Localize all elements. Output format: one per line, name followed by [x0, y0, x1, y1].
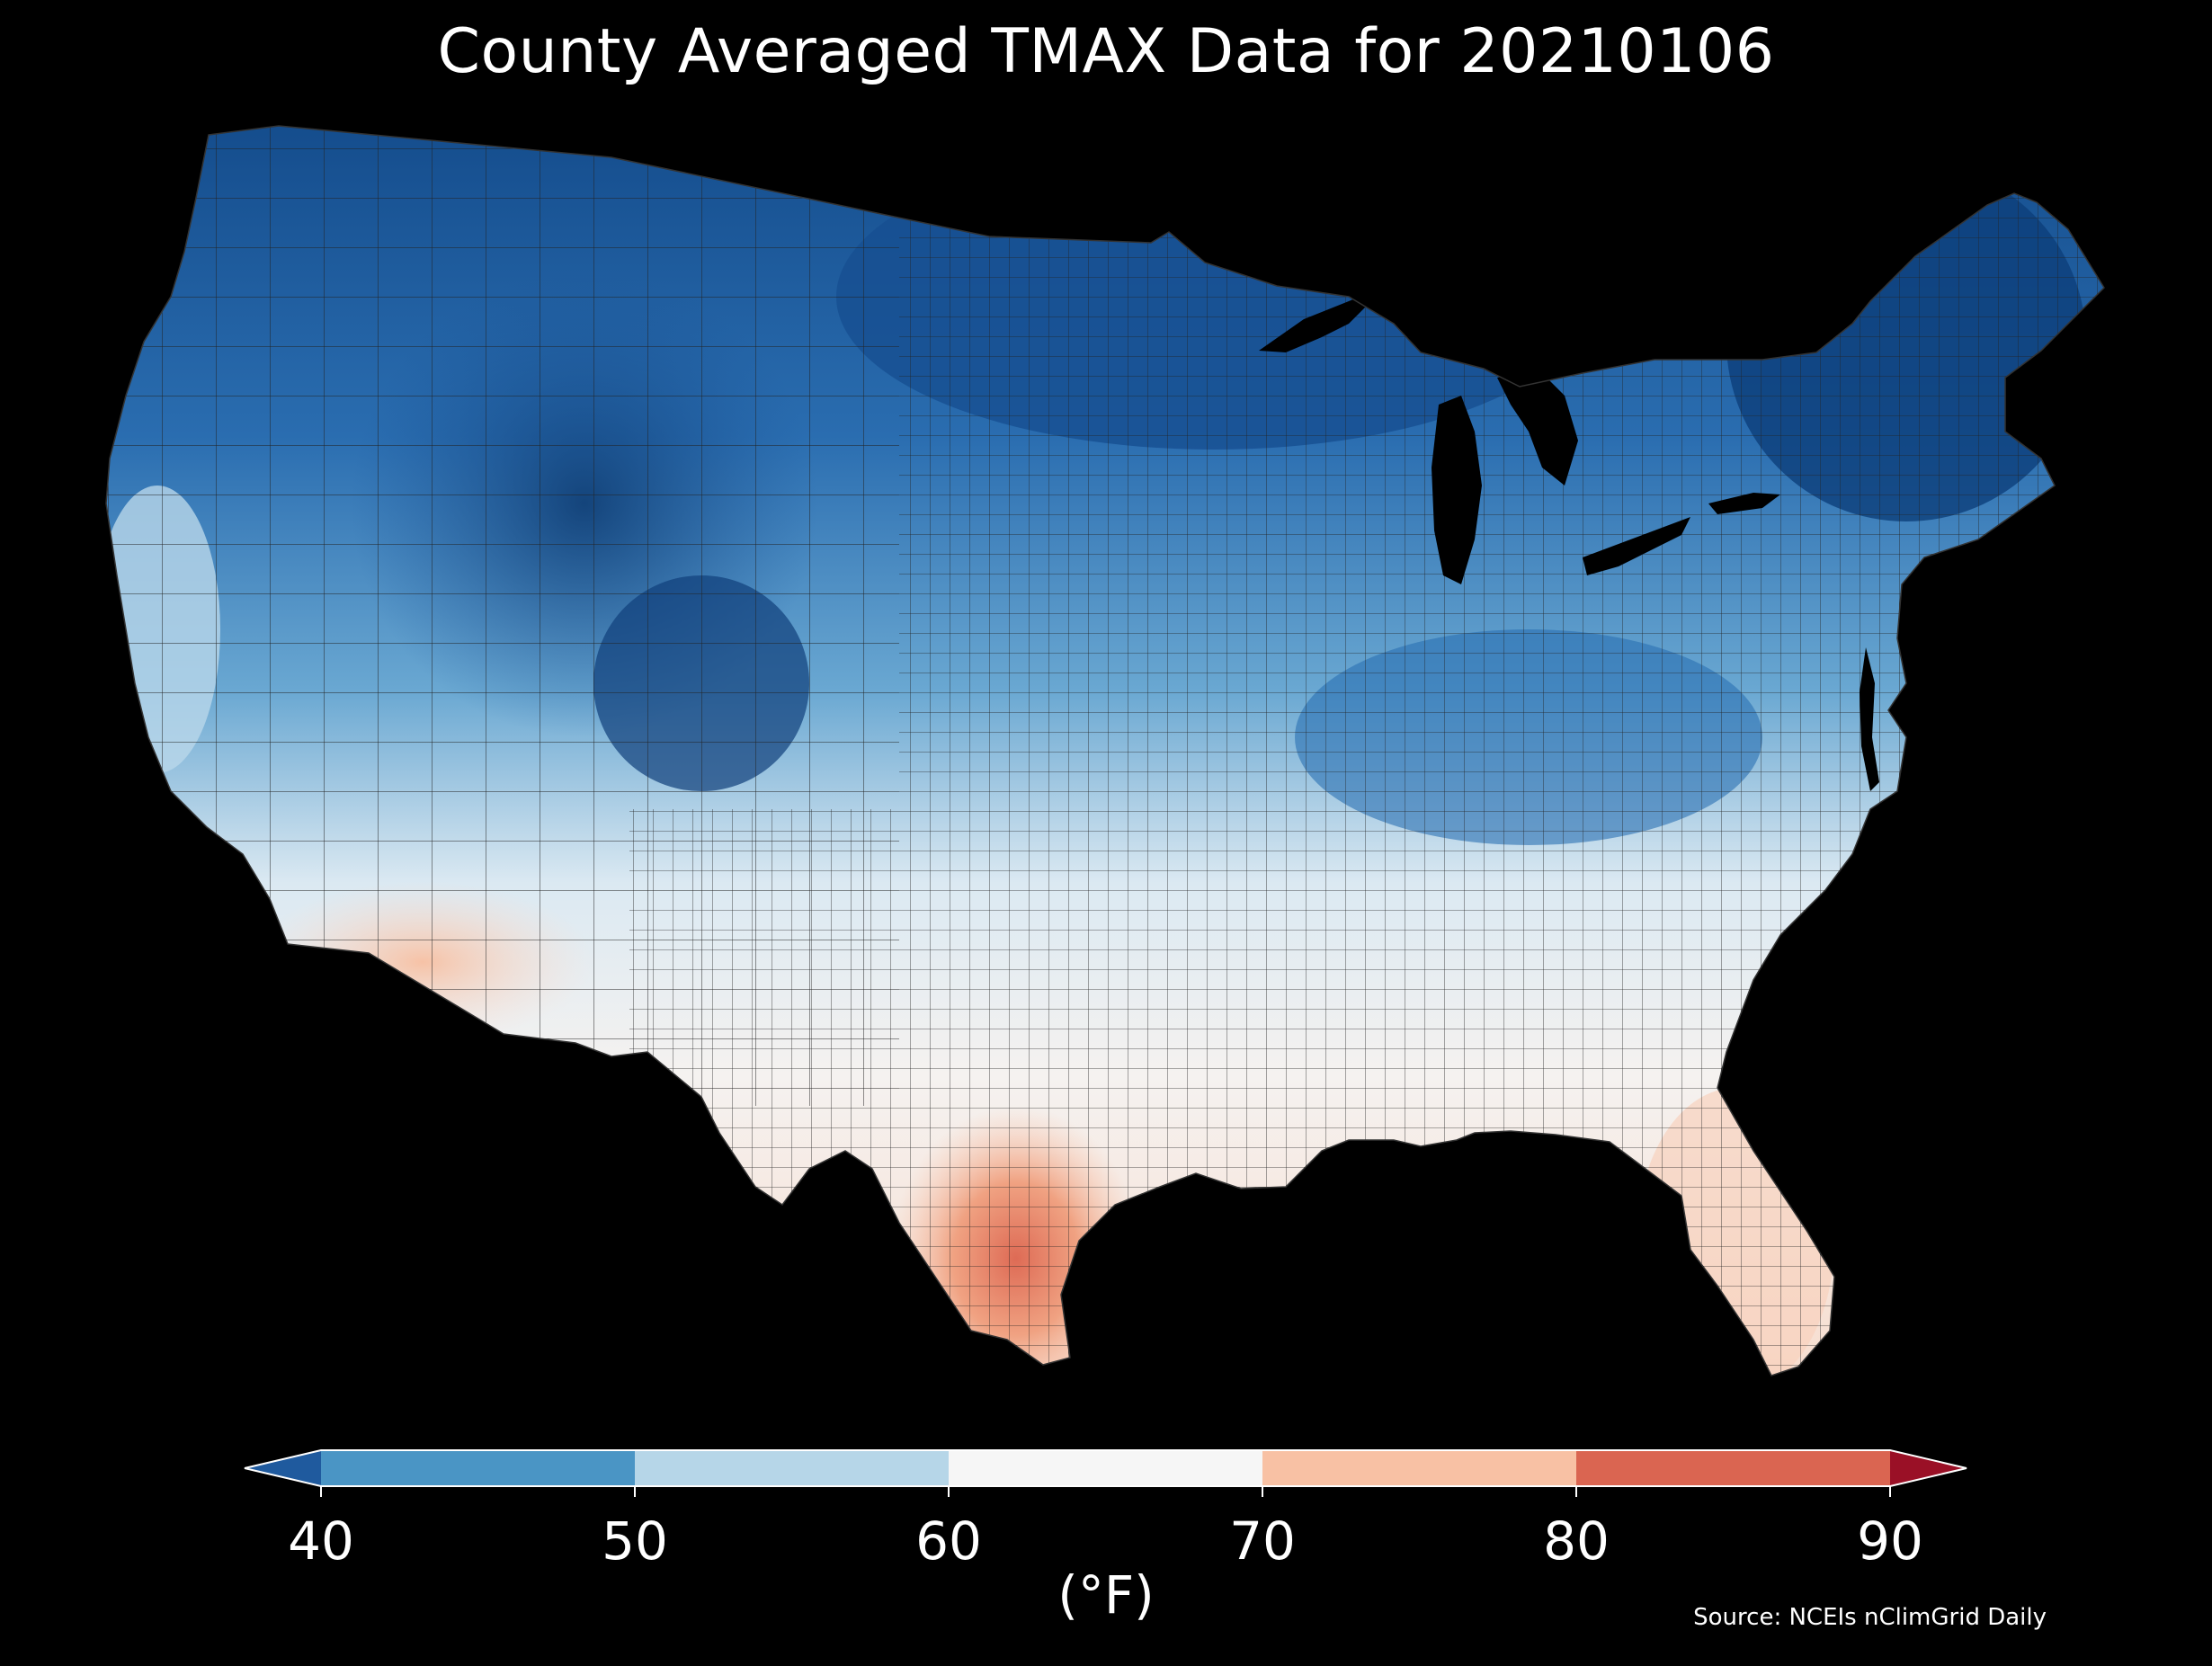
colorbar-bin [635, 1450, 950, 1486]
colorbar-bin [321, 1450, 636, 1486]
source-note: Source: NCEIs nClimGrid Daily [1693, 1604, 2047, 1631]
great-lakes [1259, 286, 1780, 584]
lake-superior [1259, 286, 1385, 352]
colorbar-tick-label: 90 [1857, 1510, 1923, 1572]
colorbar-tick-label: 70 [1229, 1510, 1296, 1572]
map-title: County Averaged TMAX Data for 20210106 [437, 16, 1775, 87]
colorbar-tick-label: 80 [1543, 1510, 1610, 1572]
colorbar-tick-label: 50 [602, 1510, 668, 1572]
lake-erie [1583, 517, 1690, 575]
colorbar-tick-label: 40 [288, 1510, 354, 1572]
us-outline [105, 125, 2105, 1376]
colorbar-tick-label: 60 [915, 1510, 982, 1572]
lake-huron [1497, 369, 1578, 486]
lake-ontario [1708, 493, 1780, 514]
colorbar-bin [949, 1450, 1263, 1486]
colorbar-unit-label: (°F) [1057, 1564, 1155, 1626]
colorbar-extend-low [245, 1450, 321, 1486]
colorbar-bin [1576, 1450, 1891, 1486]
colorbar-bin [1262, 1450, 1577, 1486]
colorbar-extend-high [1890, 1450, 1967, 1486]
lake-michigan [1432, 396, 1482, 584]
chesapeake-bay [1860, 647, 1879, 791]
